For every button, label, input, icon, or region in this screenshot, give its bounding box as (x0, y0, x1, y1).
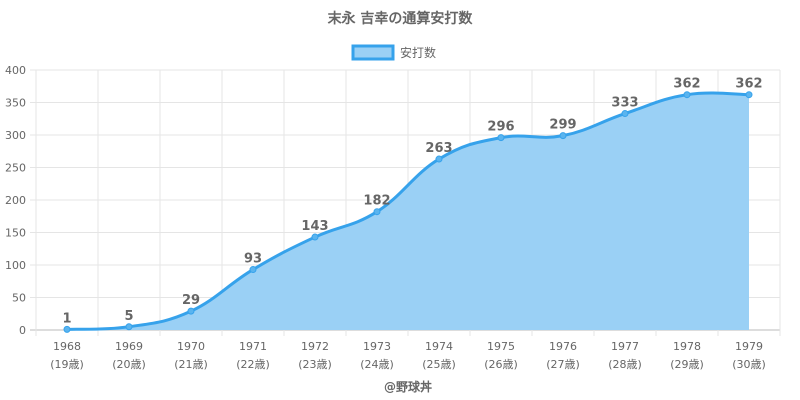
data-label: 93 (244, 252, 262, 267)
data-label: 362 (673, 77, 700, 92)
data-point (435, 155, 443, 163)
x-tick-sublabel: (27歳) (546, 358, 580, 371)
y-tick-label: 0 (19, 324, 26, 337)
x-tick-label: 1978 (673, 340, 701, 353)
y-tick-label: 150 (5, 227, 26, 240)
legend[interactable]: 安打数 (351, 44, 436, 61)
data-label: 182 (363, 194, 390, 209)
y-tick-label: 400 (5, 64, 26, 77)
x-tick-sublabel: (26歳) (484, 358, 518, 371)
data-point (187, 307, 195, 315)
data-point (63, 325, 71, 333)
data-point (559, 132, 567, 140)
x-tick-sublabel: (28歳) (608, 358, 642, 371)
x-tick-sublabel: (25歳) (422, 358, 456, 371)
x-tick-label: 1976 (549, 340, 577, 353)
data-label: 362 (735, 77, 762, 92)
y-tick-label: 100 (5, 259, 26, 272)
data-point (683, 91, 691, 99)
data-label: 296 (487, 120, 514, 135)
x-tick-label: 1973 (363, 340, 391, 353)
data-point (311, 233, 319, 241)
x-tick-sublabel: (23歳) (298, 358, 332, 371)
y-tick-label: 350 (5, 97, 26, 110)
y-tick-label: 300 (5, 129, 26, 142)
x-tick-sublabel: (30歳) (732, 358, 766, 371)
x-tick-sublabel: (29歳) (670, 358, 704, 371)
x-tick-sublabel: (21歳) (174, 358, 208, 371)
legend-label: 安打数 (400, 45, 436, 60)
data-label: 333 (611, 96, 638, 111)
data-point (125, 323, 133, 331)
x-tick-sublabel: (20歳) (112, 358, 146, 371)
x-tick-label: 1974 (425, 340, 453, 353)
data-label: 29 (182, 293, 200, 308)
x-tick-label: 1970 (177, 340, 205, 353)
x-tick-sublabel: (19歳) (50, 358, 84, 371)
x-tick-label: 1968 (53, 340, 81, 353)
y-tick-label: 250 (5, 162, 26, 175)
data-point (249, 266, 257, 274)
data-label: 143 (301, 219, 328, 234)
data-point (373, 208, 381, 216)
data-label: 263 (425, 141, 452, 156)
data-label: 5 (124, 309, 133, 324)
data-point (745, 91, 753, 99)
x-tick-label: 1972 (301, 340, 329, 353)
x-tick-sublabel: (22歳) (236, 358, 270, 371)
data-label: 1 (62, 311, 71, 326)
chart-title: 末永 吉幸の通算安打数 (328, 10, 474, 27)
data-label: 299 (549, 118, 576, 133)
legend-swatch (351, 44, 395, 61)
data-point (621, 110, 629, 118)
x-tick-label: 1975 (487, 340, 515, 353)
x-tick-label: 1969 (115, 340, 143, 353)
x-tick-label: 1977 (611, 340, 639, 353)
x-tick-label: 1971 (239, 340, 267, 353)
series-area (67, 93, 749, 330)
x-tick-sublabel: (24歳) (360, 358, 394, 371)
data-point (497, 134, 505, 142)
x-tick-label: 1979 (735, 340, 763, 353)
y-tick-label: 200 (5, 194, 26, 207)
credit: @野球丼 (384, 379, 432, 394)
y-tick-label: 50 (12, 292, 26, 305)
